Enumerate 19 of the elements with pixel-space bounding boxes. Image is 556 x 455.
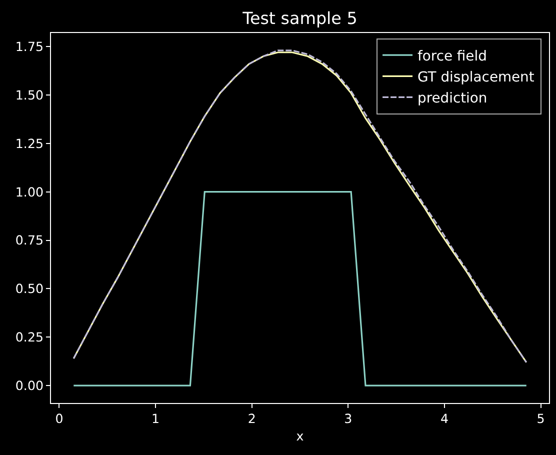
y-tick-label: 1.00	[15, 184, 44, 200]
y-tick-label: 1.25	[15, 136, 44, 151]
legend-label: force field	[418, 48, 487, 65]
x-tick-label: 5	[536, 411, 545, 426]
x-tick-label: 3	[344, 411, 352, 426]
y-tick-label: 0.75	[15, 232, 44, 248]
legend-label: GT displacement	[418, 70, 535, 86]
x-tick-label: 0	[55, 411, 64, 426]
x-tick-label: 4	[440, 411, 448, 426]
y-tick-label: 1.75	[15, 38, 44, 54]
chart-title: Test sample 5	[242, 8, 358, 28]
x-tick-label: 1	[152, 411, 160, 426]
y-tick-label: 1.50	[15, 87, 44, 102]
x-axis-title: x	[296, 428, 304, 444]
x-tick-label: 2	[248, 411, 256, 426]
y-tick-label: 0.25	[15, 330, 44, 345]
y-tick-label: 0.50	[15, 281, 44, 296]
y-tick-label: 0.00	[15, 378, 44, 393]
legend-label: prediction	[418, 90, 488, 107]
